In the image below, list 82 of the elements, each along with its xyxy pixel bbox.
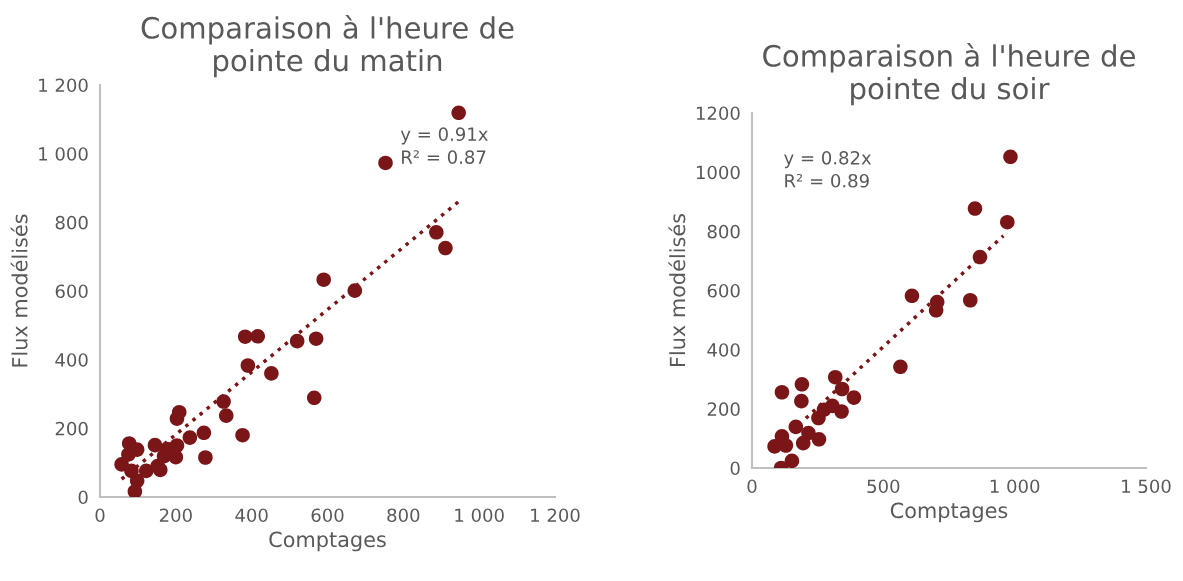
- chart-title: Comparaison à l'heure de pointe du soir: [763, 43, 1135, 106]
- x-tick-label: 0: [95, 508, 105, 523]
- point: [794, 377, 810, 392]
- point: [347, 283, 363, 298]
- y-tick-label: 200: [707, 402, 740, 416]
- point: [451, 105, 466, 121]
- point: [794, 393, 809, 409]
- point: [138, 463, 154, 479]
- y-tick-label: 600: [55, 284, 88, 299]
- point: [438, 240, 453, 256]
- point: [811, 432, 827, 447]
- y-tick-label: 1 200: [39, 78, 88, 93]
- y-tick-label: 1000: [696, 165, 740, 180]
- annotation: y = 0.82x: [784, 150, 872, 169]
- y-tick-label: 400: [55, 353, 88, 367]
- point: [169, 411, 185, 426]
- chart-title: Comparaison à l'heure de pointe du matin: [141, 15, 514, 78]
- x-tick-label: 600: [311, 508, 344, 523]
- point: [788, 419, 804, 435]
- x-axis-title: Comptages: [269, 531, 386, 552]
- point: [778, 438, 794, 453]
- point: [774, 384, 790, 400]
- point: [846, 390, 862, 405]
- y-axis-title: Flux modélisés: [10, 214, 28, 367]
- point: [378, 155, 393, 171]
- point: [121, 447, 136, 462]
- point: [928, 303, 944, 318]
- annotation: R² = 0.87: [402, 150, 486, 164]
- point: [784, 453, 800, 468]
- point: [811, 410, 826, 426]
- point: [972, 249, 988, 265]
- point: [216, 394, 231, 409]
- point: [967, 201, 983, 216]
- point: [289, 333, 305, 349]
- y-tick-label: 800: [707, 224, 740, 239]
- point: [153, 462, 168, 478]
- y-tick-label: 0: [78, 490, 88, 505]
- point: [264, 366, 279, 381]
- x-tick-label: 1 000: [990, 479, 1040, 494]
- y-tick-label: 1 000: [39, 147, 88, 161]
- point: [795, 435, 811, 451]
- point: [218, 408, 234, 423]
- point: [306, 390, 322, 406]
- x-tick-label: 200: [159, 508, 192, 523]
- point: [893, 359, 908, 375]
- annotation: y = 0.91x: [400, 127, 488, 145]
- y-tick-label: 200: [55, 421, 88, 436]
- y-tick-label: 400: [707, 343, 740, 357]
- x-axis-title: Comptages: [890, 502, 1008, 523]
- point: [429, 225, 444, 240]
- point: [147, 437, 163, 453]
- point: [308, 331, 324, 347]
- point: [904, 288, 920, 304]
- y-tick-label: 800: [55, 215, 88, 230]
- x-tick-label: 800: [387, 508, 420, 523]
- point: [1000, 214, 1015, 230]
- point: [316, 272, 331, 287]
- point: [127, 484, 143, 497]
- x-tick-label: 1 500: [1122, 479, 1171, 494]
- point: [827, 369, 843, 385]
- point: [834, 381, 850, 397]
- point: [237, 329, 253, 344]
- x-tick-label: 1 000: [455, 508, 504, 523]
- y-axis-title: Flux modélisés: [668, 213, 686, 367]
- point: [168, 449, 184, 465]
- y-tick-label: 600: [707, 283, 740, 298]
- point: [182, 430, 198, 445]
- x-tick-label: 0: [747, 479, 757, 494]
- x-tick-label: 500: [867, 479, 900, 494]
- y-tick-label: 1200: [696, 106, 740, 121]
- point: [250, 329, 266, 344]
- point: [240, 358, 256, 373]
- x-tick-label: 400: [235, 508, 268, 523]
- annotation: R² = 0.89: [785, 173, 869, 188]
- point: [156, 448, 172, 464]
- y-tick-label: 0: [730, 461, 740, 476]
- point: [196, 425, 212, 441]
- point: [962, 292, 978, 308]
- point: [1003, 149, 1018, 165]
- x-tick-label: 1 200: [531, 508, 580, 523]
- point: [198, 450, 213, 465]
- point: [235, 427, 250, 443]
